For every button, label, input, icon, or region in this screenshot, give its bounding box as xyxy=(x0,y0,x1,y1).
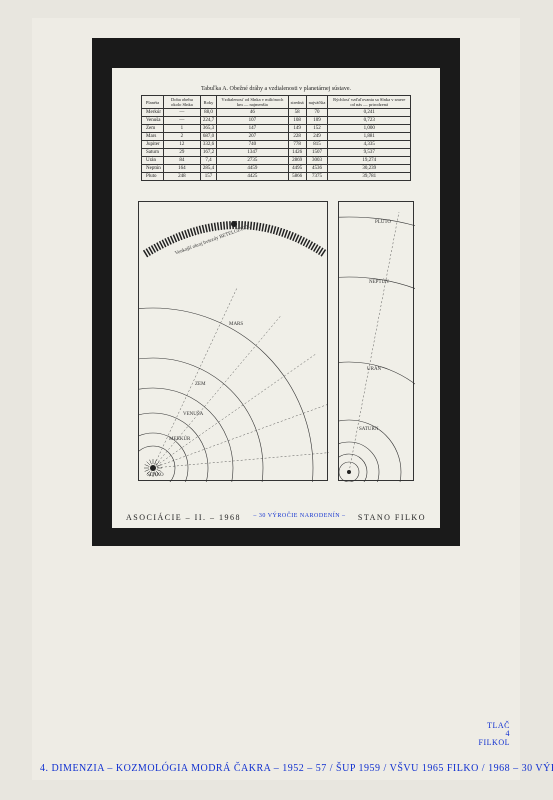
arc-label: MERKÚR xyxy=(169,437,190,442)
arc-label: NEPTÚN xyxy=(369,280,389,285)
table-row: Saturn29167,21347142615079,537 xyxy=(142,149,411,157)
table-title: Tabuľka A. Obežné dráhy a vzdialenosti v… xyxy=(141,86,411,92)
table-row: Neptún164285,444594495453630,239 xyxy=(142,165,411,173)
planet-table-block: Tabuľka A. Obežné dráhy a vzdialenosti v… xyxy=(141,86,411,181)
document-page: Tabuľka A. Obežné dráhy a vzdialenosti v… xyxy=(112,68,440,528)
photo-frame: Tabuľka A. Obežné dráhy a vzdialenosti v… xyxy=(92,38,460,546)
table-header: Doba obehu okolo Slnka xyxy=(164,96,201,109)
handwriting-side: TLAČ 4 FILKOL xyxy=(479,722,510,748)
arc-label: URÁN xyxy=(367,367,381,372)
table-header: Planéta xyxy=(142,96,164,109)
table-row: Venuša—224,71071081090,723 xyxy=(142,117,411,125)
arc-label: MARS xyxy=(229,322,243,327)
table-row: Mars2687,02072282491,881 xyxy=(142,133,411,141)
orbital-diagrams: Vonkajší okraj hviezdy BETELGEUZE MARS Z… xyxy=(126,201,426,481)
table-row: Jupiter12332,67407788154,335 xyxy=(142,141,411,149)
table-header: stredná xyxy=(288,96,306,109)
arc-label: ZEM xyxy=(195,382,206,387)
footer-mid: – 30 VÝROČIE NARODENÍN – xyxy=(253,513,345,522)
outer-planets-diagram: PLUTO NEPTÚN URÁN SATURN xyxy=(338,201,414,481)
handwriting-bottom: 4. DIMENZIA – KOZMOLÓGIA MODRÁ ČAKRA – 1… xyxy=(40,763,512,774)
table-header: najväčšia xyxy=(306,96,328,109)
arc-label: VENUŠA xyxy=(183,412,203,417)
arc-label: PLUTO xyxy=(375,220,391,225)
table-header: Rýchlosť vzďaľovania sa Slnka v smere od… xyxy=(328,96,411,109)
footer-line: ASOCIÁCIE – II. – 1968 – 30 VÝROČIE NARO… xyxy=(126,513,426,522)
footer-left: ASOCIÁCIE – II. – 1968 xyxy=(126,513,241,522)
sun-label: SLNKO xyxy=(147,473,164,478)
paper-sheet: Tabuľka A. Obežné dráhy a vzdialenosti v… xyxy=(32,18,520,780)
table-row: Pluto24815744255866737539,781 xyxy=(142,173,411,181)
arc-label: SATURN xyxy=(359,427,378,432)
table-header: Vzdialenosť od Slnka v miliónoch km — na… xyxy=(217,96,289,109)
planet-table: PlanétaDoba obehu okolo SlnkaRokyVzdiale… xyxy=(141,95,411,181)
inner-planets-diagram: Vonkajší okraj hviezdy BETELGEUZE MARS Z… xyxy=(138,201,328,481)
footer-right: STANO FILKO xyxy=(358,513,426,522)
table-row: Urán847,427352869300319,274 xyxy=(142,157,411,165)
table-row: Merkúr—88,04658700,241 xyxy=(142,109,411,117)
table-header: Roky xyxy=(200,96,216,109)
table-row: Zem1365,31471491521,000 xyxy=(142,125,411,133)
